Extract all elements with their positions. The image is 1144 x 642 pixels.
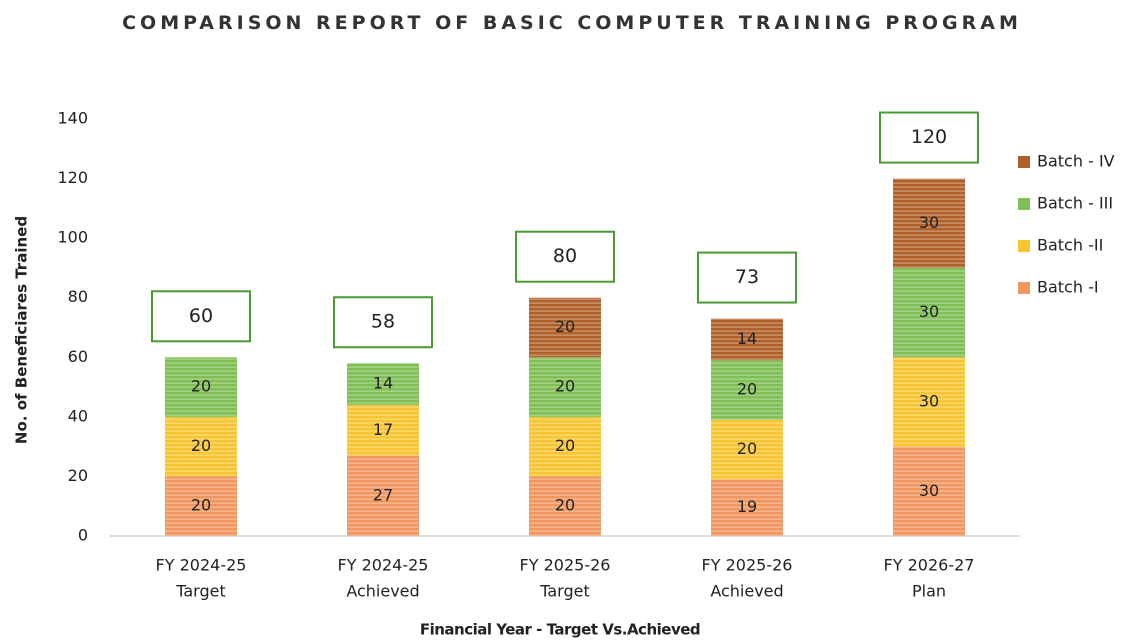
x-tick-label: FY 2025-26	[520, 556, 611, 575]
bar-segment	[347, 404, 419, 456]
data-label: 30	[919, 302, 939, 321]
bar-segment	[165, 416, 237, 477]
y-tick-label: 0	[78, 526, 88, 545]
bar-segment	[347, 363, 419, 405]
bar-segment	[529, 357, 601, 417]
data-label: 20	[555, 496, 575, 515]
y-tick-label: 120	[57, 168, 88, 187]
data-label: 17	[373, 420, 393, 439]
legend-label: Batch - III	[1037, 194, 1113, 213]
total-label: 80	[553, 245, 577, 267]
bar-segment	[347, 455, 419, 536]
bar-segment	[893, 357, 965, 447]
bar-segment	[165, 357, 237, 417]
bar-segment	[165, 476, 237, 536]
y-tick-label: 40	[68, 406, 88, 425]
total-box	[879, 111, 979, 164]
bar-segment	[711, 479, 783, 536]
legend-swatch	[1018, 282, 1030, 294]
x-tick-label: Target	[175, 582, 226, 601]
data-label: 20	[191, 377, 211, 396]
y-tick-label: 20	[68, 466, 88, 485]
bar-segment	[893, 267, 965, 358]
data-label: 20	[555, 377, 575, 396]
bar-segment	[893, 178, 965, 268]
data-label: 20	[191, 436, 211, 455]
data-label: 14	[373, 374, 393, 393]
data-label: 14	[737, 329, 757, 348]
bar-segment	[529, 297, 601, 358]
bar-segment	[711, 318, 783, 361]
total-label: 120	[911, 126, 947, 148]
total-label: 58	[371, 311, 395, 333]
x-tick-label: Plan	[912, 582, 946, 601]
bar-segment	[529, 416, 601, 477]
y-tick-label: 60	[68, 347, 88, 366]
chart-title: COMPARISON REPORT OF BASIC COMPUTER TRAI…	[122, 12, 1022, 34]
x-tick-label: FY 2024-25	[156, 556, 247, 575]
bar-segment	[529, 476, 601, 536]
data-label: 20	[555, 436, 575, 455]
total-box	[515, 230, 615, 283]
x-tick-label: FY 2025-26	[702, 556, 793, 575]
y-tick-label: 100	[57, 228, 88, 247]
x-tick-label: Achieved	[346, 582, 419, 601]
legend-swatch	[1018, 240, 1030, 252]
data-label: 30	[919, 213, 939, 232]
legend-label: Batch - IV	[1037, 152, 1115, 171]
y-tick-label: 140	[57, 109, 88, 128]
data-label: 20	[555, 317, 575, 336]
x-tick-label: Achieved	[710, 582, 783, 601]
data-label: 19	[737, 497, 757, 516]
total-label: 73	[735, 266, 759, 288]
legend-swatch	[1018, 198, 1030, 210]
data-label: 30	[919, 391, 939, 410]
legend-label: Batch -I	[1037, 278, 1099, 297]
total-label: 60	[189, 305, 213, 327]
legend-swatch	[1018, 156, 1030, 168]
data-label: 20	[737, 439, 757, 458]
x-tick-label: Target	[539, 582, 590, 601]
legend-label: Batch -II	[1037, 236, 1103, 255]
y-tick-label: 80	[68, 287, 88, 306]
bar-segment	[893, 446, 965, 536]
data-label: 20	[191, 496, 211, 515]
total-box	[151, 290, 251, 343]
total-box	[697, 251, 797, 304]
x-tick-label: FY 2026-27	[884, 556, 975, 575]
data-label: 30	[919, 481, 939, 500]
x-axis-label: Financial Year - Target Vs.Achieved	[420, 621, 700, 639]
y-axis-label: No. of Beneficiares Trained	[13, 216, 31, 444]
bar-segment	[711, 419, 783, 480]
data-label: 27	[373, 485, 393, 504]
total-box	[333, 296, 433, 349]
bar-segment	[711, 360, 783, 420]
x-tick-label: FY 2024-25	[338, 556, 429, 575]
data-label: 20	[737, 380, 757, 399]
